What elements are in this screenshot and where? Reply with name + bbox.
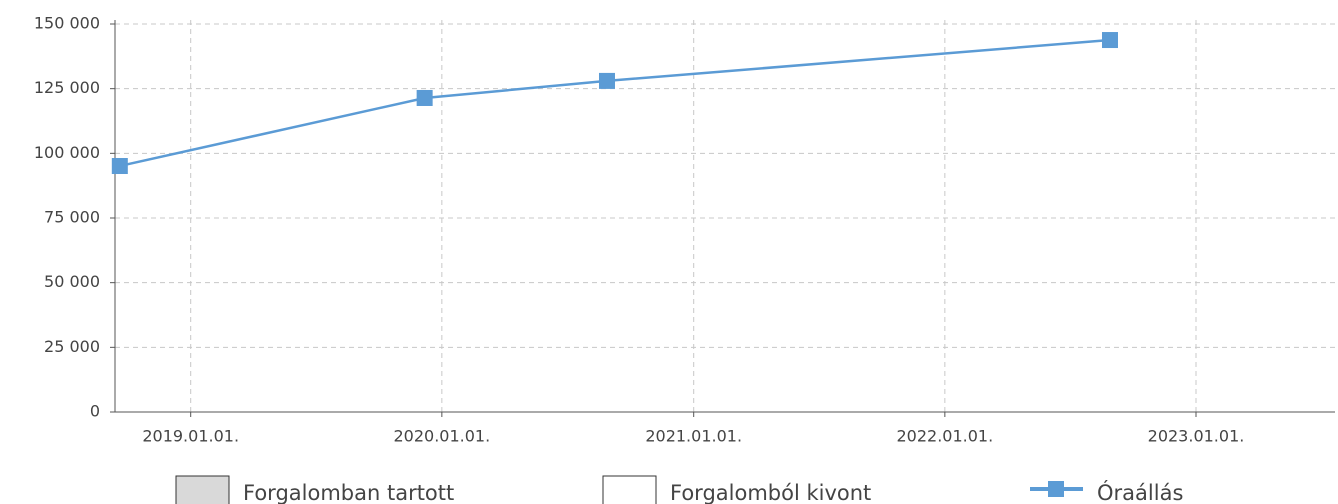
legend-swatch (175, 475, 230, 504)
legend-label: Forgalomból kivont (670, 481, 871, 504)
y-tick-label: 0 (90, 402, 100, 421)
point-marker (111, 158, 128, 175)
x-tick-label: 2020.01.01. (393, 427, 490, 446)
y-tick-label: 125 000 (34, 78, 100, 97)
point-marker (416, 89, 433, 106)
y-tick-label: 100 000 (34, 143, 100, 162)
series-line (119, 38, 1111, 168)
y-tick-label: 25 000 (44, 337, 100, 356)
legend-marker (1048, 481, 1064, 497)
legend-swatch (602, 475, 657, 504)
x-tick-label: 2019.01.01. (142, 427, 239, 446)
x-tick-label: 2022.01.01. (896, 427, 993, 446)
y-tick-label: 150 000 (34, 14, 100, 33)
x-tick-label: 2023.01.01. (1148, 427, 1245, 446)
y-tick-label: 50 000 (44, 272, 100, 291)
legend-label: Forgalomban tartott (243, 481, 454, 504)
point-marker (598, 72, 615, 89)
point-marker (1101, 32, 1118, 49)
legend-label: Óraállás (1097, 480, 1183, 504)
x-tick-label: 2021.01.01. (645, 427, 742, 446)
y-tick-label: 75 000 (44, 208, 100, 227)
